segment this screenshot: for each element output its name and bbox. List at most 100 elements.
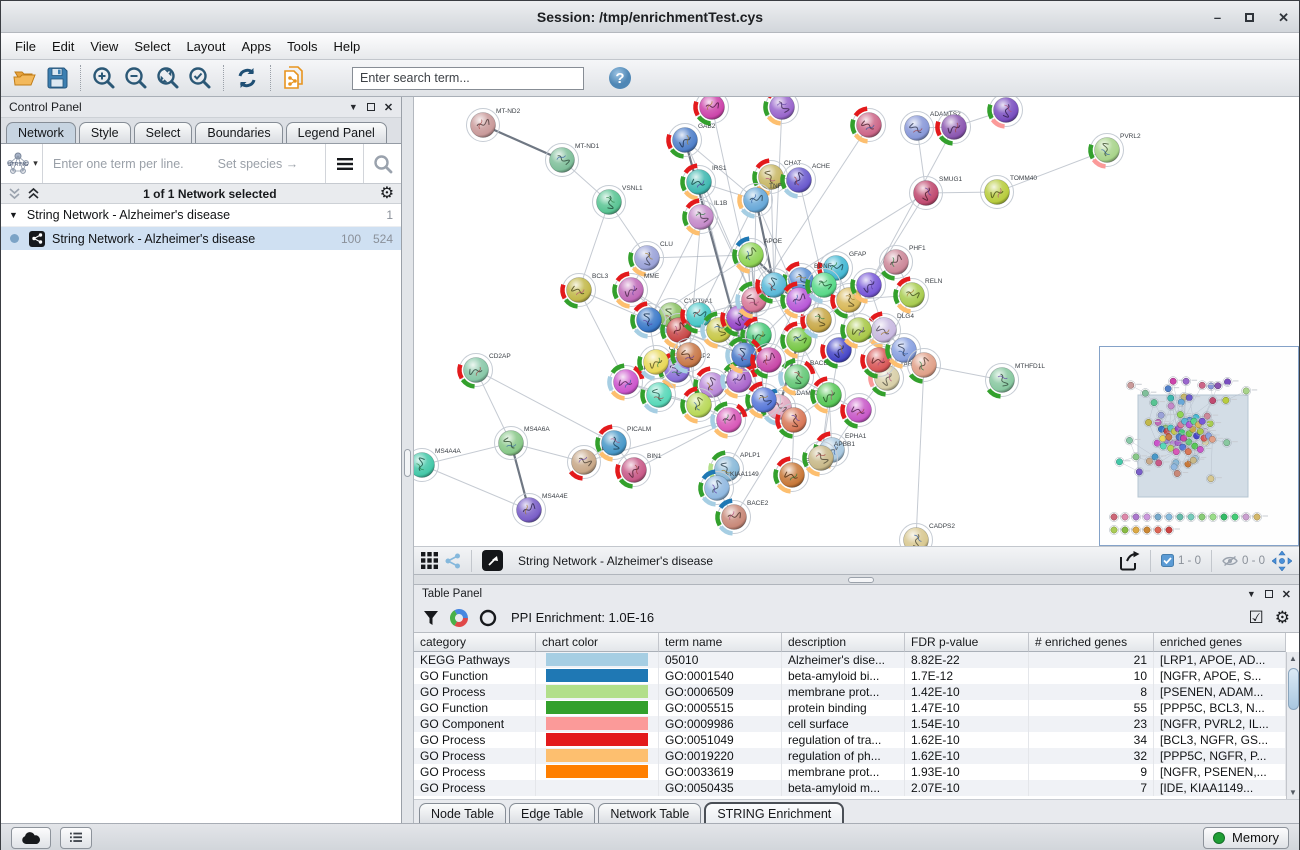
zoom-in-icon[interactable]: [88, 63, 120, 93]
network-node[interactable]: [816, 327, 861, 372]
tab-node-table[interactable]: Node Table: [419, 803, 507, 824]
network-node-ms4a4a[interactable]: MS4A4A: [414, 448, 461, 482]
network-edge[interactable]: [482, 123, 563, 162]
network-node-picalm[interactable]: PICALM: [591, 420, 651, 466]
birdseye-toggle-icon[interactable]: [1272, 550, 1292, 571]
annotation-mode-icon[interactable]: [482, 550, 503, 571]
menu-item-tools[interactable]: Tools: [287, 38, 318, 54]
splitter-handle[interactable]: [848, 577, 874, 583]
panel-float-icon[interactable]: [366, 103, 375, 111]
network-edge[interactable]: [475, 369, 512, 444]
network-node[interactable]: [746, 337, 791, 382]
network-node[interactable]: [796, 297, 841, 342]
expand-all-icon[interactable]: [27, 187, 40, 200]
network-collection-row[interactable]: ▼ String Network - Alzheimer's disease 1: [1, 204, 402, 227]
share-network-icon[interactable]: [445, 553, 461, 569]
menu-item-help[interactable]: Help: [333, 38, 361, 54]
birdseye-view[interactable]: [1099, 346, 1299, 546]
network-edge[interactable]: [684, 139, 757, 201]
network-node-irs1[interactable]: IRS1: [676, 159, 727, 205]
enrichment-settings-gear-icon[interactable]: ⚙: [1274, 607, 1290, 627]
network-edge[interactable]: [753, 124, 870, 301]
network-node-apoe[interactable]: APOE: [728, 232, 783, 278]
table-row[interactable]: GO Function GO:0005515 protein binding 1.47…: [414, 700, 1299, 716]
panel-collapse-icon[interactable]: ▼: [348, 102, 358, 112]
filter-icon[interactable]: [423, 610, 439, 626]
splitter-handle[interactable]: [404, 449, 412, 477]
panel-collapse-icon[interactable]: ▼: [1246, 589, 1256, 599]
network-node-mt-nd2[interactable]: MT-ND2: [466, 108, 521, 142]
network-node[interactable]: [636, 372, 681, 417]
network-node[interactable]: [836, 307, 881, 352]
network-edge[interactable]: [923, 364, 1003, 381]
network-node-reln[interactable]: RELN: [889, 272, 943, 318]
protein-ball[interactable]: [699, 97, 725, 120]
network-node-ms4a4e[interactable]: MS4A4E: [512, 493, 569, 527]
memory-button[interactable]: Memory: [1203, 826, 1289, 849]
string-query-placeholder[interactable]: Enter one term per line.: [53, 156, 184, 171]
network-node[interactable]: [706, 397, 752, 443]
import-network-icon[interactable]: [278, 63, 310, 93]
network-edge[interactable]: [698, 199, 757, 316]
column-header-chart-color[interactable]: chart color: [536, 633, 659, 652]
tab-boundaries[interactable]: Boundaries: [195, 122, 283, 143]
network-node[interactable]: [806, 372, 852, 418]
network-node-cd2ap[interactable]: CD2AP: [453, 347, 511, 392]
column-header-fdr-p-value[interactable]: FDR p-value: [905, 633, 1029, 652]
network-node[interactable]: [666, 332, 711, 377]
network-canvas[interactable]: MT-ND2 MT-ND1 VSNL1 GAB2 IRS1 CHAT ACHE TNF IL1B…: [414, 97, 1299, 546]
select-terms-checkbox-icon[interactable]: ☑: [1248, 607, 1264, 627]
network-node-cadps2[interactable]: CADPS2: [899, 523, 956, 546]
network-edge[interactable]: [648, 216, 702, 321]
table-row[interactable]: GO Process GO:0033619 membrane prot... 1.93…: [414, 764, 1299, 780]
horizontal-splitter[interactable]: [414, 575, 1299, 585]
network-node[interactable]: [836, 387, 881, 432]
network-edge[interactable]: [421, 464, 530, 511]
network-node-adamts2[interactable]: ADAMTS2: [900, 111, 962, 145]
table-row[interactable]: GO Process GO:0050435 beta-amyloid m... 2.0…: [414, 780, 1299, 796]
zoom-out-icon[interactable]: [120, 63, 152, 93]
save-icon[interactable]: [41, 63, 73, 93]
network-node-bcl3[interactable]: BCL3: [556, 267, 609, 312]
network-node-mthfd1l[interactable]: MTHFD1L: [983, 361, 1045, 399]
menu-item-view[interactable]: View: [90, 38, 119, 54]
network-node-cr1[interactable]: CR1: [633, 339, 682, 384]
network-edge[interactable]: [510, 442, 585, 463]
tab-select[interactable]: Select: [133, 122, 193, 143]
network-node-bace2[interactable]: BACE2: [711, 494, 769, 540]
network-edge[interactable]: [915, 364, 925, 541]
tab-edge-table[interactable]: Edge Table: [509, 803, 596, 824]
tab-legend-panel[interactable]: Legend Panel: [285, 122, 387, 143]
zoom-selected-icon[interactable]: [184, 63, 216, 93]
network-node-apbb1[interactable]: APBB1: [798, 435, 855, 480]
network-node-tomm40[interactable]: TOMM40: [980, 175, 1038, 209]
network-node[interactable]: [931, 104, 976, 149]
menu-item-layout[interactable]: Layout: [186, 38, 226, 54]
network-node-gab2[interactable]: GAB2: [662, 117, 716, 162]
network-edge[interactable]: [868, 126, 955, 286]
table-scrollbar[interactable]: ▲ ▼: [1286, 652, 1299, 799]
network-node-smug1[interactable]: SMUG1: [909, 176, 963, 210]
network-node[interactable]: [776, 277, 822, 323]
zoom-fit-icon[interactable]: [152, 63, 184, 93]
network-edge[interactable]: [475, 369, 615, 444]
table-row[interactable]: GO Process GO:0051049 regulation of tra...…: [414, 732, 1299, 748]
search-input[interactable]: [352, 66, 584, 90]
network-node-pvrl2[interactable]: PVRL2: [1084, 127, 1141, 172]
network-node[interactable]: [751, 262, 796, 307]
tab-network[interactable]: Network: [6, 122, 76, 143]
network-node[interactable]: [776, 317, 822, 363]
network-node-ache[interactable]: ACHE: [776, 157, 831, 202]
table-row[interactable]: KEGG Pathways 05010 Alzheimer's dise... 8.8…: [414, 652, 1299, 668]
network-edge[interactable]: [773, 106, 783, 286]
network-edge[interactable]: [754, 199, 776, 286]
network-node-ppp5c[interactable]: PPP5C: [603, 359, 661, 405]
clear-chart-icon[interactable]: [479, 609, 497, 627]
column-header-category[interactable]: category: [414, 633, 536, 652]
query-search-icon[interactable]: [363, 144, 401, 183]
menu-item-edit[interactable]: Edit: [51, 38, 75, 54]
table-row[interactable]: GO Function GO:0001540 beta-amyloid bi... 1…: [414, 668, 1299, 684]
network-node[interactable]: [759, 97, 805, 130]
network-node[interactable]: [856, 337, 901, 382]
network-node[interactable]: [676, 382, 722, 428]
